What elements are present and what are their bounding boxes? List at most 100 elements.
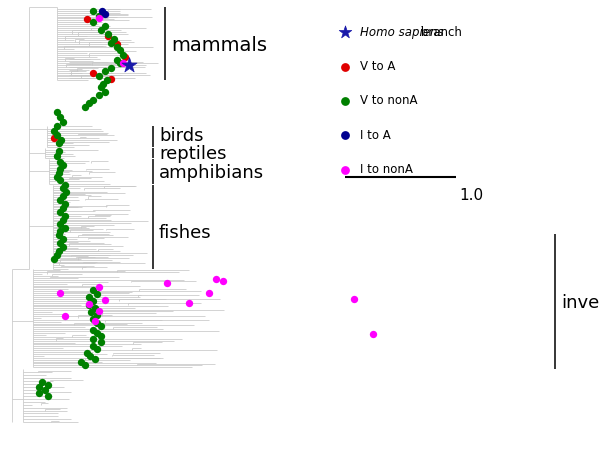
Point [97, 7, 107, 15]
Point [60, 181, 70, 188]
Point [162, 279, 172, 286]
Point [100, 296, 110, 303]
Point [52, 252, 62, 259]
Point [120, 54, 130, 61]
Point [100, 88, 110, 95]
Point [112, 43, 122, 50]
Point [52, 109, 62, 116]
Point [55, 177, 65, 184]
Point [204, 289, 214, 297]
Text: fishes: fishes [159, 224, 212, 242]
Text: Homo sapiens: Homo sapiens [360, 26, 443, 39]
Point [98, 80, 108, 87]
Point [340, 97, 350, 105]
Point [55, 289, 65, 297]
Point [49, 127, 59, 134]
Point [211, 275, 221, 283]
Point [96, 339, 106, 346]
Point [37, 379, 47, 386]
Point [80, 104, 90, 111]
Point [112, 40, 122, 47]
Point [96, 323, 106, 330]
Point [60, 200, 70, 207]
Point [54, 232, 64, 239]
Point [92, 329, 102, 336]
Point [60, 212, 70, 219]
Text: I to A: I to A [360, 129, 391, 142]
Point [55, 228, 65, 235]
Text: reptiles: reptiles [159, 145, 227, 163]
Point [58, 118, 68, 125]
Point [58, 235, 68, 243]
Point [84, 301, 94, 308]
Point [115, 47, 125, 54]
Point [86, 308, 96, 316]
Point [106, 75, 116, 83]
Point [61, 188, 71, 196]
Point [112, 56, 122, 63]
Point [340, 28, 350, 36]
Point [43, 381, 53, 388]
Point [43, 392, 53, 400]
Point [88, 70, 98, 77]
Point [52, 173, 62, 180]
Point [94, 15, 104, 22]
Point [54, 148, 64, 155]
Text: V to A: V to A [360, 60, 395, 73]
Point [100, 22, 110, 29]
Point [88, 18, 98, 25]
Point [60, 312, 70, 319]
Point [82, 349, 92, 356]
Point [55, 208, 65, 215]
Text: branch: branch [417, 26, 462, 39]
Point [94, 283, 104, 291]
Point [88, 336, 98, 343]
Point [55, 165, 65, 173]
Point [58, 216, 68, 224]
Point [115, 60, 125, 67]
Point [118, 51, 128, 59]
Point [96, 27, 106, 34]
Point [103, 32, 113, 39]
Point [90, 355, 100, 363]
Text: I to nonA: I to nonA [360, 163, 413, 176]
Point [94, 308, 104, 315]
Point [368, 330, 378, 338]
Point [58, 192, 68, 200]
Point [349, 296, 359, 303]
Point [60, 224, 70, 231]
Point [55, 240, 65, 247]
Point [76, 358, 86, 366]
Point [106, 39, 116, 46]
Point [96, 84, 106, 91]
Point [94, 92, 104, 99]
Point [88, 326, 98, 333]
Point [56, 136, 66, 144]
Point [88, 297, 98, 305]
Point [52, 123, 62, 130]
Point [124, 62, 134, 69]
Text: V to nonA: V to nonA [360, 95, 418, 107]
Point [100, 10, 110, 17]
Point [58, 204, 68, 212]
Text: invertebrates: invertebrates [561, 294, 600, 312]
Point [55, 158, 65, 165]
Point [40, 386, 50, 394]
Point [94, 12, 104, 20]
Point [340, 166, 350, 174]
Text: amphibians: amphibians [159, 164, 264, 182]
Point [103, 31, 113, 38]
Point [88, 342, 98, 350]
Point [184, 299, 194, 307]
Point [58, 185, 68, 192]
Point [82, 16, 92, 23]
Point [92, 312, 102, 319]
Point [34, 384, 44, 391]
Point [90, 318, 100, 325]
Point [88, 286, 98, 294]
Point [34, 390, 44, 397]
Point [96, 332, 106, 340]
Point [54, 247, 64, 255]
Text: mammals: mammals [171, 36, 267, 56]
Point [55, 220, 65, 227]
